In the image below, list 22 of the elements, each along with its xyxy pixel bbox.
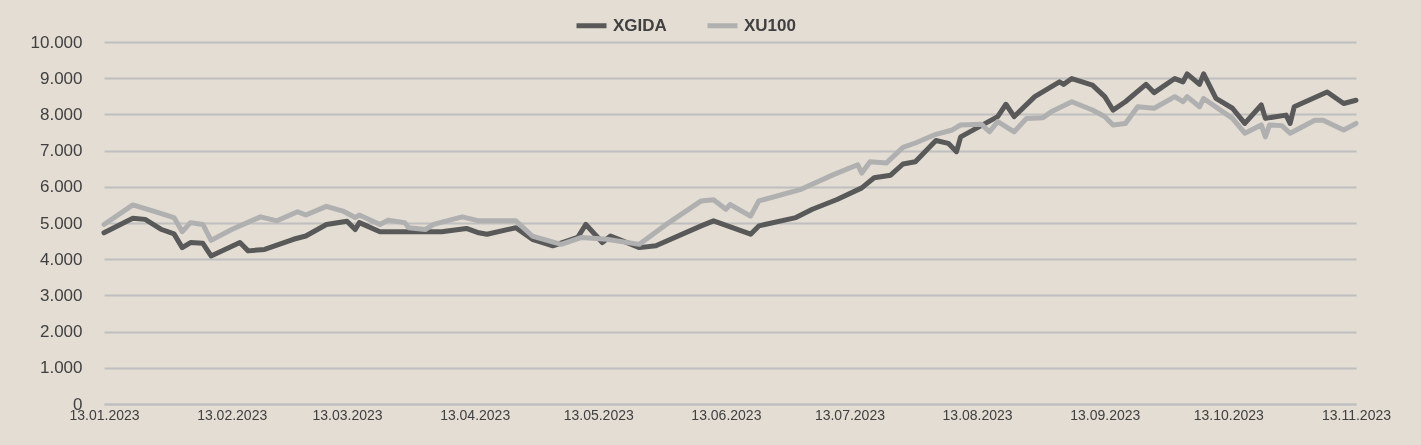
x-tick-label: 13.05.2023 — [563, 406, 634, 423]
x-tick-label: 13.10.2023 — [1193, 406, 1265, 423]
y-tick-label: 6.000 — [39, 177, 83, 197]
legend-label: XU100 — [744, 15, 796, 35]
y-tick-label: 3.000 — [39, 285, 83, 305]
y-tick-label: 7.000 — [39, 141, 83, 161]
x-tick-label: 13.06.2023 — [691, 406, 762, 423]
legend-label: XGIDA — [613, 15, 667, 35]
x-tick-label: 13.08.2023 — [942, 406, 1013, 423]
y-tick-label: 1.000 — [39, 358, 83, 378]
x-tick-label: 13.09.2023 — [1070, 406, 1141, 423]
x-tick-label: 13.03.2023 — [312, 406, 383, 423]
x-tick-label: 13.04.2023 — [440, 406, 511, 423]
x-tick-label: 13.11.2023 — [1321, 406, 1392, 423]
y-tick-label: 5.000 — [39, 213, 83, 233]
y-tick-label: 4.000 — [39, 249, 83, 269]
y-tick-label: 10.000 — [30, 32, 83, 52]
y-tick-label: 9.000 — [39, 68, 83, 88]
x-tick-label: 13.02.2023 — [197, 406, 268, 423]
y-tick-label: 8.000 — [39, 104, 83, 124]
y-tick-label: 2.000 — [39, 322, 83, 342]
x-tick-label: 13.07.2023 — [814, 406, 886, 423]
